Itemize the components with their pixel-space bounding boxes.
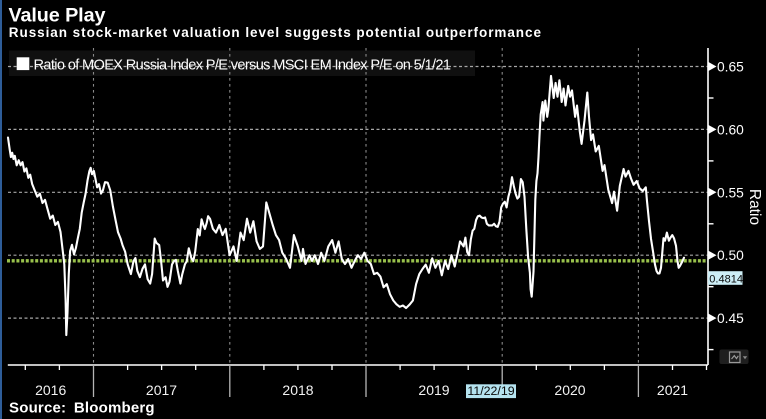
svg-text:2017: 2017	[146, 382, 177, 398]
svg-text:2019: 2019	[418, 382, 449, 398]
svg-text:0.60: 0.60	[717, 122, 744, 137]
svg-text:Ratio of MOEX Russia Index P/E: Ratio of MOEX Russia Index P/E versus MS…	[34, 57, 451, 73]
svg-text:Value Play: Value Play	[9, 4, 106, 26]
svg-text:2016: 2016	[35, 382, 66, 398]
svg-text:Ratio: Ratio	[746, 189, 763, 225]
svg-text:0.65: 0.65	[717, 60, 744, 75]
svg-text:Source: Bloomberg: Source: Bloomberg	[9, 400, 155, 417]
svg-text:11/22/19: 11/22/19	[467, 384, 514, 398]
svg-text:0.4814: 0.4814	[709, 273, 743, 285]
svg-text:2020: 2020	[554, 382, 585, 398]
svg-text:0.45: 0.45	[717, 311, 744, 326]
svg-text:0.50: 0.50	[717, 248, 744, 263]
svg-text:2018: 2018	[282, 382, 313, 398]
svg-text:2021: 2021	[657, 382, 688, 398]
svg-text:0.55: 0.55	[717, 185, 744, 200]
svg-text:Russian stock-market valuation: Russian stock-market valuation level sug…	[9, 25, 542, 40]
